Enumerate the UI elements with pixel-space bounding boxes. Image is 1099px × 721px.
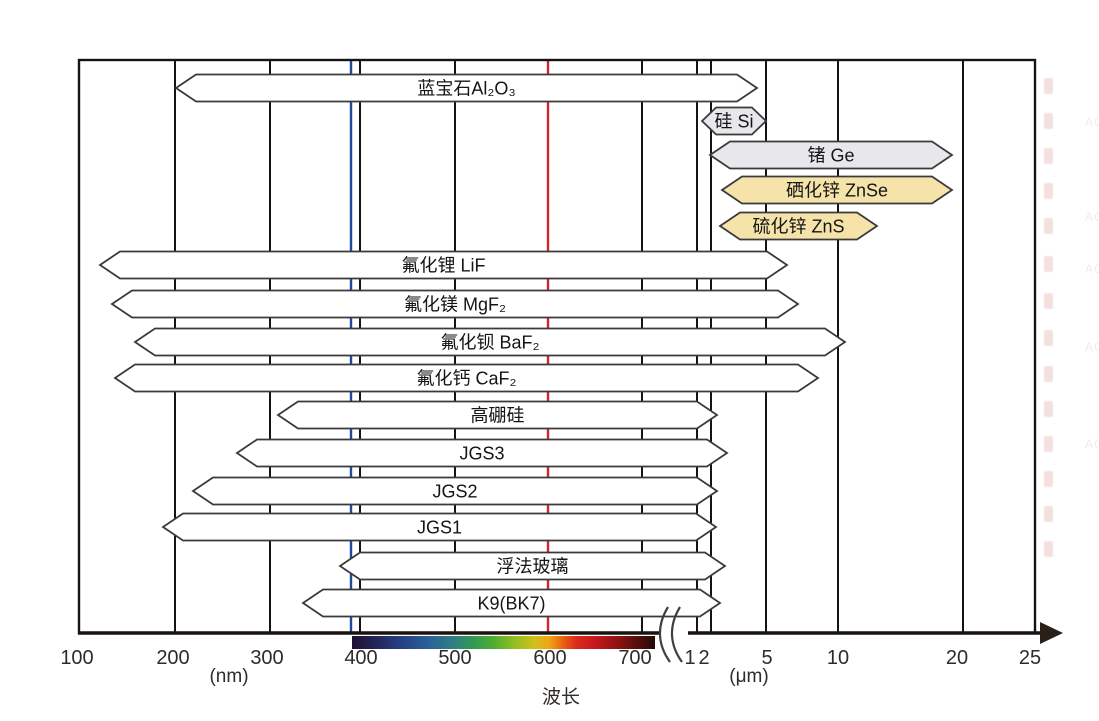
watermark-fragment: AC <box>1085 437 1099 451</box>
material-bar-jgs2 <box>191 476 719 506</box>
axis-break-squiggle-2-icon <box>670 606 683 663</box>
watermark-fragment: AC <box>1085 210 1099 224</box>
material-bar-lif <box>98 250 789 280</box>
tick-label-20: 20 <box>946 647 968 669</box>
tick-label-25: 25 <box>1019 647 1041 669</box>
material-bar-ge <box>708 140 954 170</box>
axis-arrowhead-icon <box>1040 622 1063 644</box>
watermark-smudge <box>1044 471 1053 487</box>
axis-unit-um: (μm) <box>729 666 768 687</box>
watermark-smudge <box>1044 330 1053 346</box>
tick-label-10: 10 <box>827 647 849 669</box>
watermark-smudge <box>1044 148 1053 164</box>
material-label-zns: 硫化锌 ZnS <box>752 217 844 237</box>
axis-unit-nm: (nm) <box>209 666 248 687</box>
watermark-fragment: AC <box>1085 340 1099 354</box>
watermark-smudge <box>1044 541 1053 557</box>
material-bar-mgf2 <box>110 289 800 319</box>
material-label-jgs1: JGS1 <box>417 518 462 538</box>
material-bar-k9 <box>301 588 722 618</box>
tick-label-1: 1 <box>684 647 695 669</box>
material-label-jgs2: JGS2 <box>432 482 477 502</box>
material-label-jgs3: JGS3 <box>459 444 504 464</box>
material-label-lif: 氟化锂 LiF <box>401 256 485 276</box>
material-label-sapphire: 蓝宝石Al₂O₃ <box>417 79 515 99</box>
axis-break-squiggle-1-icon <box>658 606 671 663</box>
visible-spectrum-colorbar <box>352 636 655 649</box>
watermark-smudge <box>1044 183 1053 199</box>
watermark-smudge <box>1044 218 1053 234</box>
material-label-si: 硅 Si <box>714 112 753 132</box>
material-label-float-glass: 浮法玻璃 <box>497 557 569 577</box>
tick-label-700: 700 <box>618 647 651 669</box>
watermark-smudge <box>1044 401 1053 417</box>
tick-label-2: 2 <box>698 647 709 669</box>
material-label-borosilicate: 高硼硅 <box>471 406 525 426</box>
material-label-ge: 锗 Ge <box>807 146 854 166</box>
material-label-k9: K9(BK7) <box>477 594 545 614</box>
watermark-fragment: AC <box>1085 262 1099 276</box>
material-bar-caf2 <box>113 363 820 393</box>
x-axis-title: 波长 <box>542 686 580 708</box>
watermark-smudge <box>1044 256 1053 272</box>
spectrum-colorbar-group <box>352 636 655 649</box>
tick-label-600: 600 <box>533 647 566 669</box>
axis-break-gap <box>660 628 688 638</box>
watermark-fragment: AC <box>1085 115 1099 129</box>
tick-labels-group: 100 200 300 400 500 600 700 1 2 5 10 20 25 <box>60 647 1041 669</box>
axis-group <box>78 606 1063 663</box>
material-label-mgf2: 氟化镁 MgF₂ <box>404 295 506 315</box>
material-bar-jgs3 <box>235 438 729 468</box>
material-label-baf2: 氟化钡 BaF₂ <box>441 333 540 353</box>
watermark-smudge <box>1044 78 1053 94</box>
tick-label-500: 500 <box>438 647 471 669</box>
watermark-smudge <box>1044 113 1053 129</box>
material-bar-float-glass <box>338 551 727 581</box>
tick-label-200: 200 <box>156 647 189 669</box>
tick-label-400: 400 <box>344 647 377 669</box>
material-bars-group: 蓝宝石Al₂O₃ 硅 Si 锗 Ge 硒化锌 ZnSe 硫化锌 ZnS 氟化锂 LiF 氟化… <box>98 73 954 618</box>
material-label-znse: 硒化锌 ZnSe <box>786 181 888 201</box>
material-bar-si <box>700 106 768 136</box>
material-bar-zns <box>718 211 879 241</box>
tick-label-5: 5 <box>761 647 772 669</box>
material-bar-jgs1 <box>161 512 718 542</box>
watermark-smudge <box>1044 366 1053 382</box>
watermark-smudge <box>1044 506 1053 522</box>
material-label-caf2: 氟化钙 CaF₂ <box>417 369 517 389</box>
tick-label-100: 100 <box>60 647 93 669</box>
material-bar-baf2 <box>133 327 847 357</box>
watermark-smudge <box>1044 436 1053 452</box>
material-bar-znse <box>720 175 954 205</box>
tick-label-300: 300 <box>250 647 283 669</box>
material-bar-sapphire <box>174 73 759 103</box>
watermark-smudge <box>1044 293 1053 309</box>
material-bar-borosilicate <box>276 400 719 430</box>
